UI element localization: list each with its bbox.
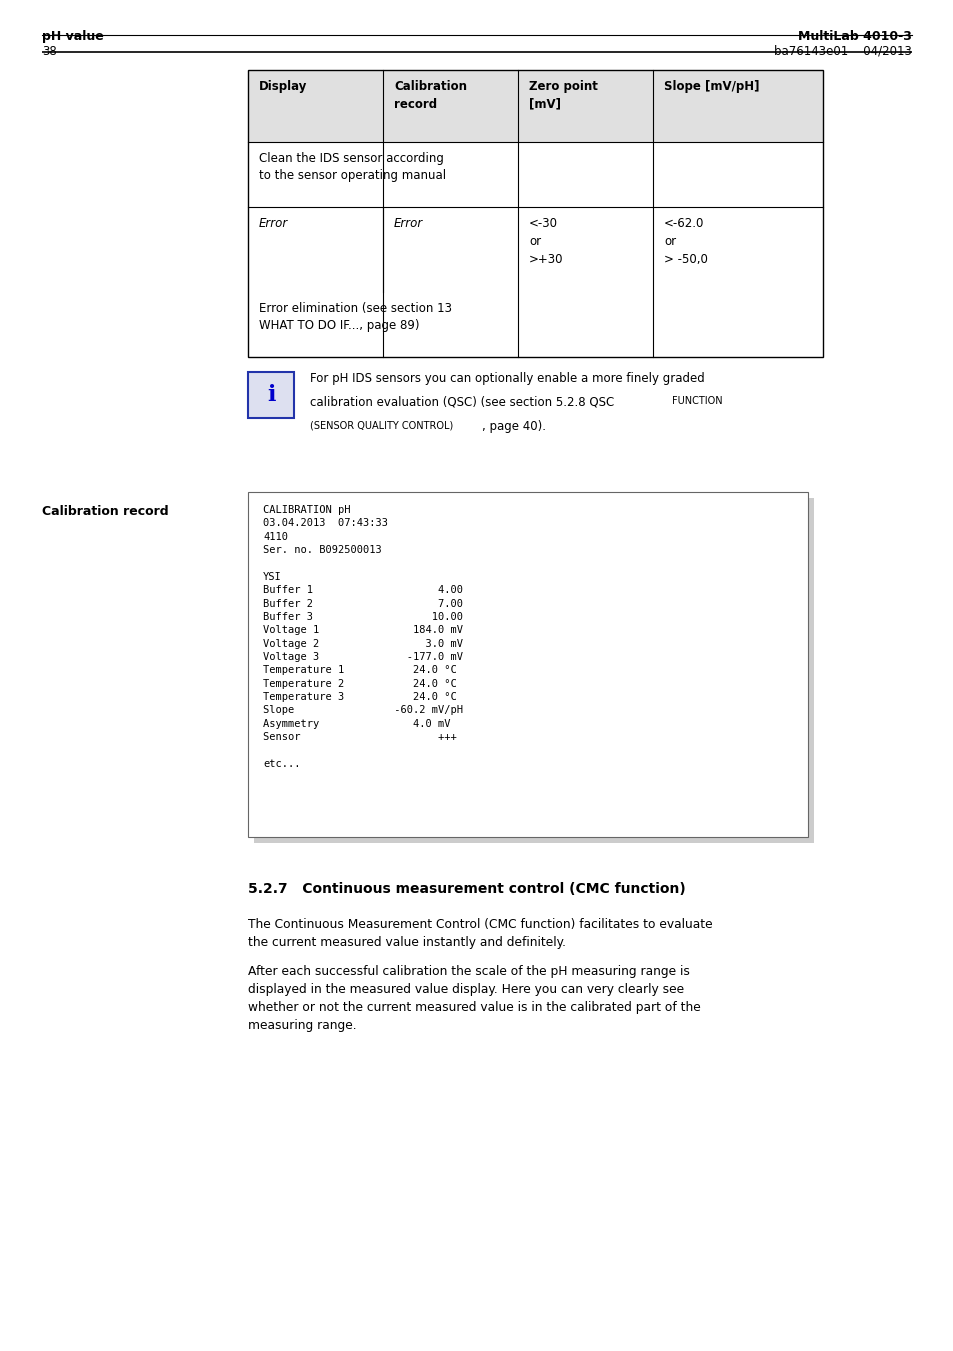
Text: , page 40).: , page 40).: [481, 420, 545, 434]
Text: i: i: [267, 384, 274, 407]
Text: 5.2.7   Continuous measurement control (CMC function): 5.2.7 Continuous measurement control (CM…: [248, 882, 685, 896]
Text: <-30
or
>+30: <-30 or >+30: [529, 218, 563, 266]
Text: <-62.0
or
> -50,0: <-62.0 or > -50,0: [663, 218, 707, 266]
Text: Display: Display: [258, 80, 307, 93]
Bar: [248, 492, 807, 838]
Bar: [253, 499, 813, 843]
Text: After each successful calibration the scale of the pH measuring range is
display: After each successful calibration the sc…: [248, 965, 700, 1032]
Text: For pH IDS sensors you can optionally enable a more finely graded: For pH IDS sensors you can optionally en…: [310, 372, 704, 385]
Text: ba76143e01    04/2013: ba76143e01 04/2013: [773, 45, 911, 58]
Text: (SENSOR QUALITY CONTROL): (SENSOR QUALITY CONTROL): [310, 420, 453, 430]
Bar: [248, 372, 294, 417]
Text: Zero point
[mV]: Zero point [mV]: [529, 80, 598, 111]
Text: Slope [mV/pH]: Slope [mV/pH]: [663, 80, 759, 93]
Text: Calibration
record: Calibration record: [394, 80, 467, 111]
Bar: [248, 70, 822, 357]
Text: pH value: pH value: [42, 30, 104, 43]
Text: calibration evaluation (QSC) (see section 5.2.8 QSC: calibration evaluation (QSC) (see sectio…: [310, 396, 618, 409]
Text: CALIBRATION pH
03.04.2013  07:43:33
4110
Ser. no. B092500013

YSI
Buffer 1      : CALIBRATION pH 03.04.2013 07:43:33 4110 …: [263, 505, 462, 769]
Text: Clean the IDS sensor according
to the sensor operating manual: Clean the IDS sensor according to the se…: [258, 153, 446, 182]
Text: The Continuous Measurement Control (CMC function) facilitates to evaluate
the cu: The Continuous Measurement Control (CMC …: [248, 917, 712, 948]
Text: MultiLab 4010-3: MultiLab 4010-3: [798, 30, 911, 43]
Text: Error elimination (see section 13
WHAT TO DO IF..., page 89): Error elimination (see section 13 WHAT T…: [258, 303, 452, 332]
Bar: [248, 70, 822, 142]
Text: 38: 38: [42, 45, 56, 58]
Text: Calibration record: Calibration record: [42, 505, 169, 517]
Text: FUNCTION: FUNCTION: [671, 396, 721, 407]
Text: Error: Error: [258, 218, 288, 230]
Text: Error: Error: [394, 218, 423, 230]
